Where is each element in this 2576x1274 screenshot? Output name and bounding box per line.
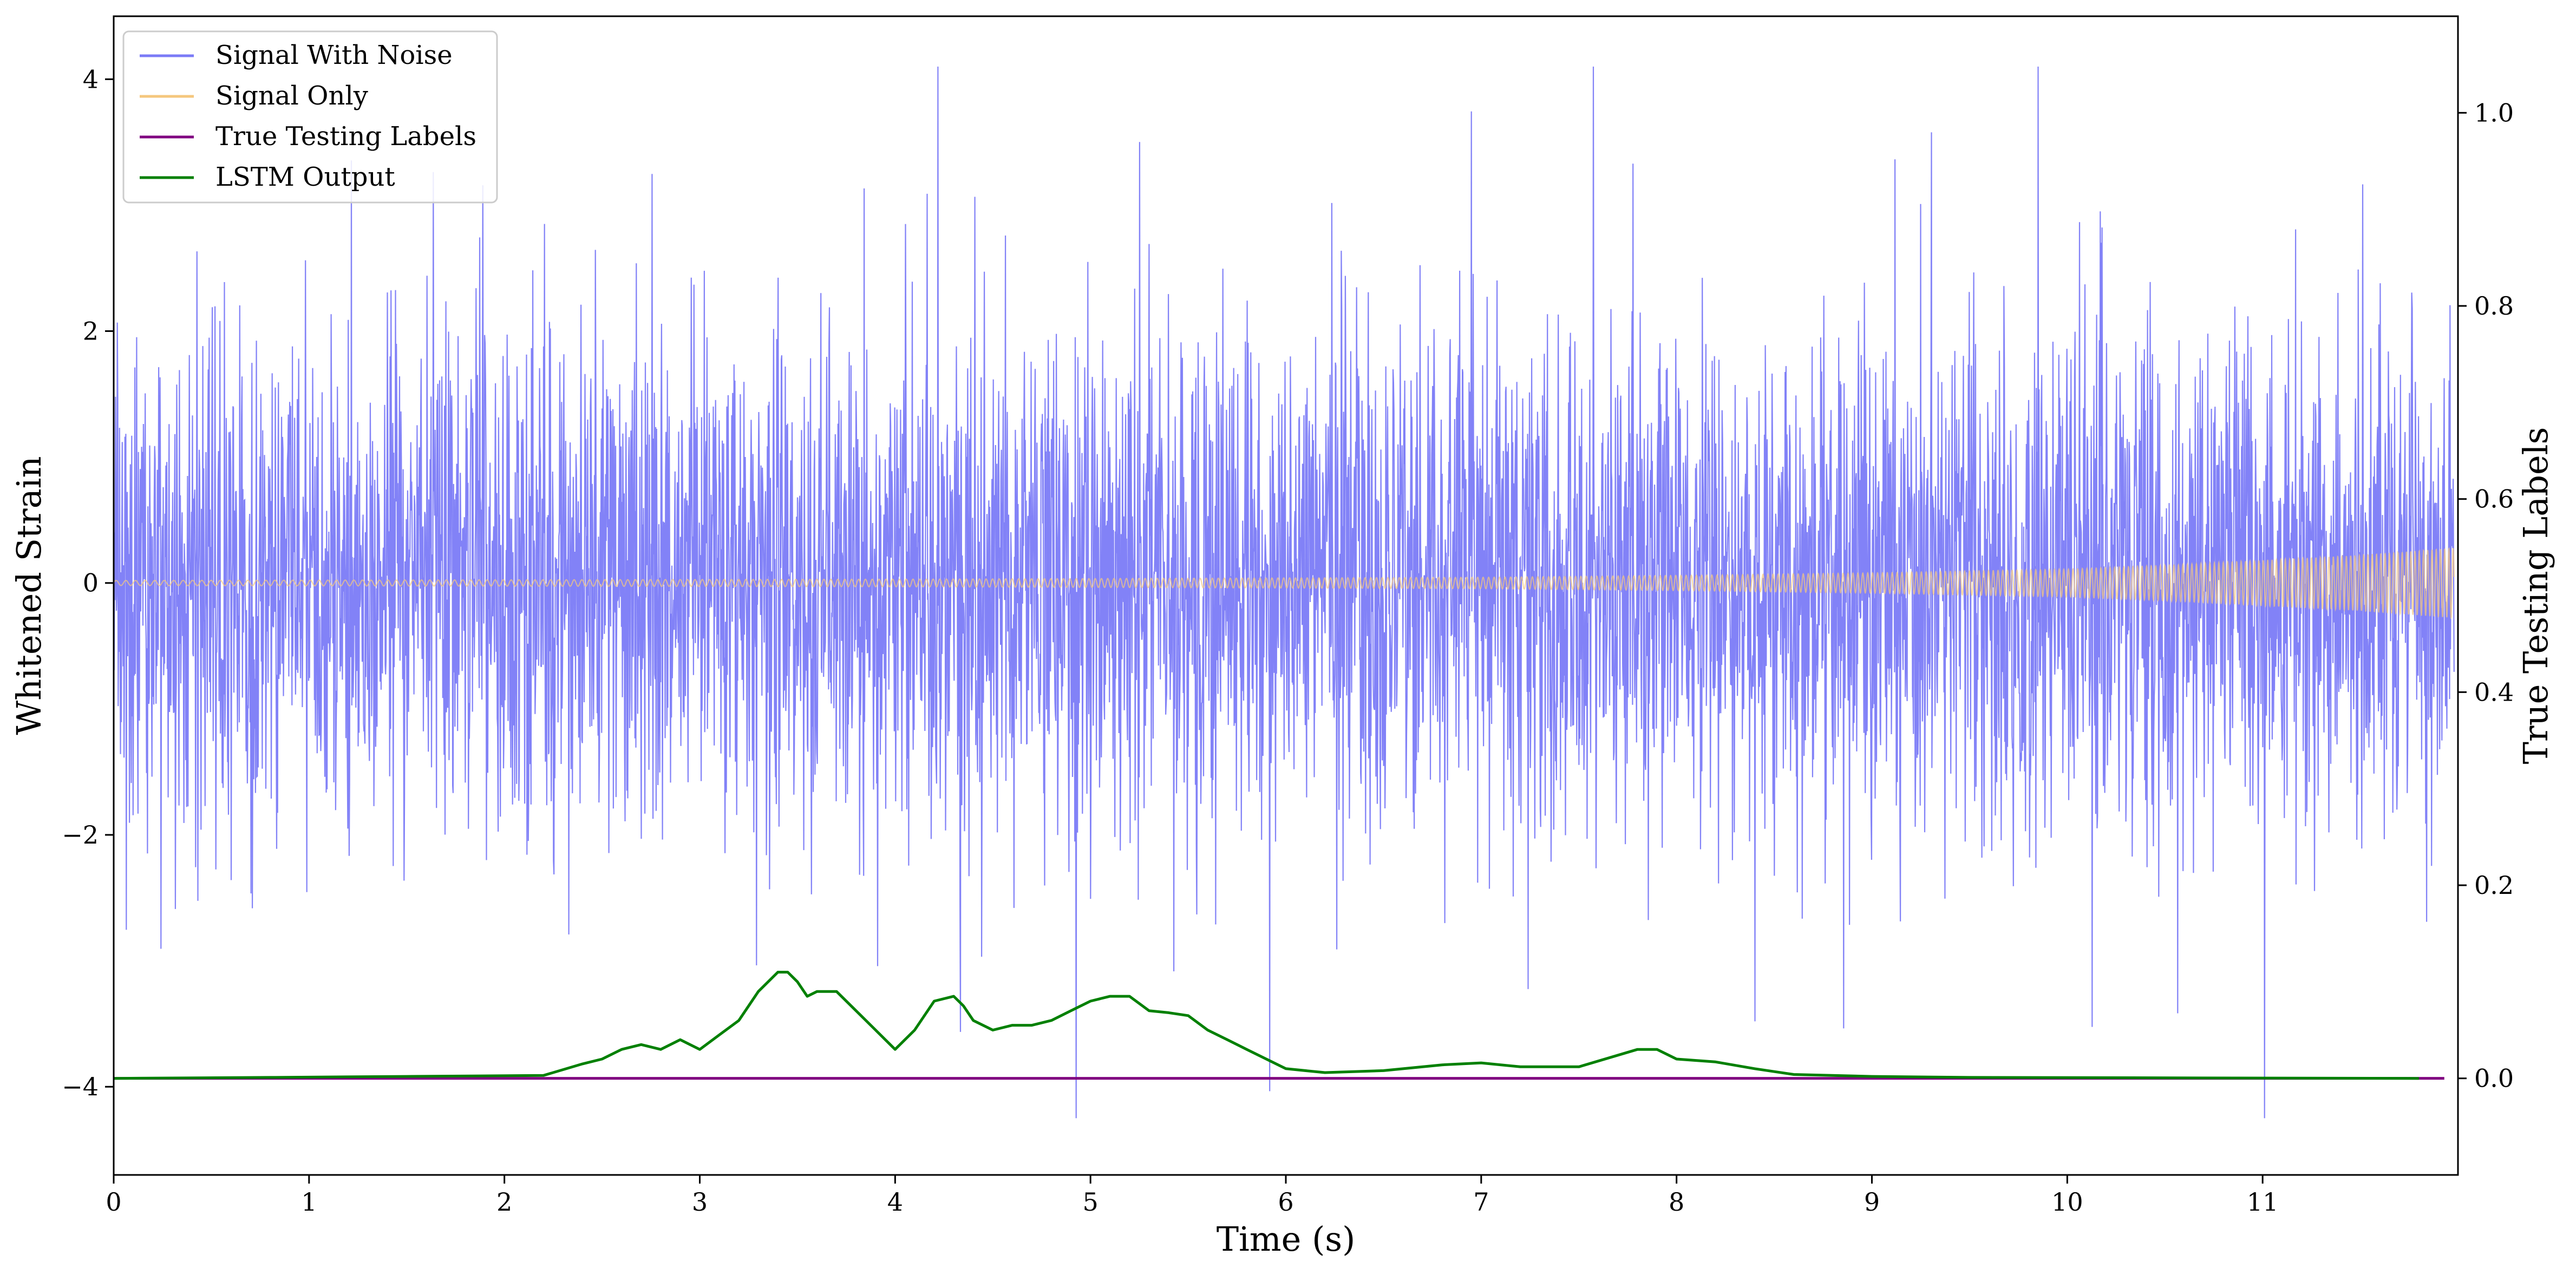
signal-only-line (113, 547, 2455, 619)
x-tick-label: 10 (2051, 1187, 2083, 1217)
y-axis-right: 1.0 0.8 0.6 0.4 0.2 0.0 (2458, 98, 2514, 1093)
x-tick-label: 0 (106, 1187, 121, 1217)
x-tick-label: 4 (887, 1187, 903, 1217)
y-tick-label-right: 0.6 (2474, 485, 2514, 514)
y-tick-label-right: 0.0 (2474, 1064, 2514, 1093)
x-tick-label: 6 (1278, 1187, 1293, 1217)
y-tick-label-left: 4 (83, 64, 99, 94)
y-tick-label-left: 2 (83, 317, 99, 346)
legend-label-lstm-output: LSTM Output (215, 162, 395, 192)
signal-only-series (113, 547, 2455, 619)
y-axis-label-right: True Testing Labels (2516, 427, 2555, 765)
legend-label-true-testing-labels: True Testing Labels (215, 121, 476, 152)
lstm-output-series (113, 971, 2419, 1080)
y-tick-label-right: 1.0 (2474, 98, 2514, 127)
legend: Signal With Noise Signal Only True Testi… (122, 30, 498, 204)
y-tick-label-right: 0.4 (2474, 677, 2514, 707)
signal-with-noise-series (113, 66, 2455, 1119)
x-tick-label: 11 (2247, 1187, 2279, 1217)
y-tick-label-right: 0.2 (2474, 871, 2514, 900)
y-tick-label-left: 0 (83, 569, 99, 598)
legend-label-signal-only: Signal Only (215, 81, 368, 111)
y-tick-label-left: −2 (62, 820, 99, 850)
x-tick-label: 2 (496, 1187, 512, 1217)
legend-box (122, 30, 498, 204)
y-tick-label-left: −4 (62, 1072, 99, 1101)
y-axis-left: 4 2 0 −2 −4 (62, 64, 114, 1101)
x-tick-label: 5 (1083, 1187, 1099, 1217)
legend-label-signal-with-noise: Signal With Noise (215, 40, 453, 70)
x-tick-label: 1 (301, 1187, 317, 1217)
x-axis: 0 1 2 3 4 5 6 7 8 9 10 11 (106, 1175, 2278, 1217)
x-tick-label: 7 (1473, 1187, 1489, 1217)
y-tick-label-right: 0.8 (2474, 291, 2514, 321)
y-axis-label-left: Whitened Strain (9, 456, 49, 735)
lstm-output-line (113, 971, 2419, 1080)
x-tick-label: 3 (692, 1187, 708, 1217)
x-tick-label: 9 (1864, 1187, 1880, 1217)
x-axis-label: Time (s) (1217, 1219, 1356, 1259)
x-tick-label: 8 (1669, 1187, 1684, 1217)
signal-with-noise-line (113, 66, 2455, 1119)
